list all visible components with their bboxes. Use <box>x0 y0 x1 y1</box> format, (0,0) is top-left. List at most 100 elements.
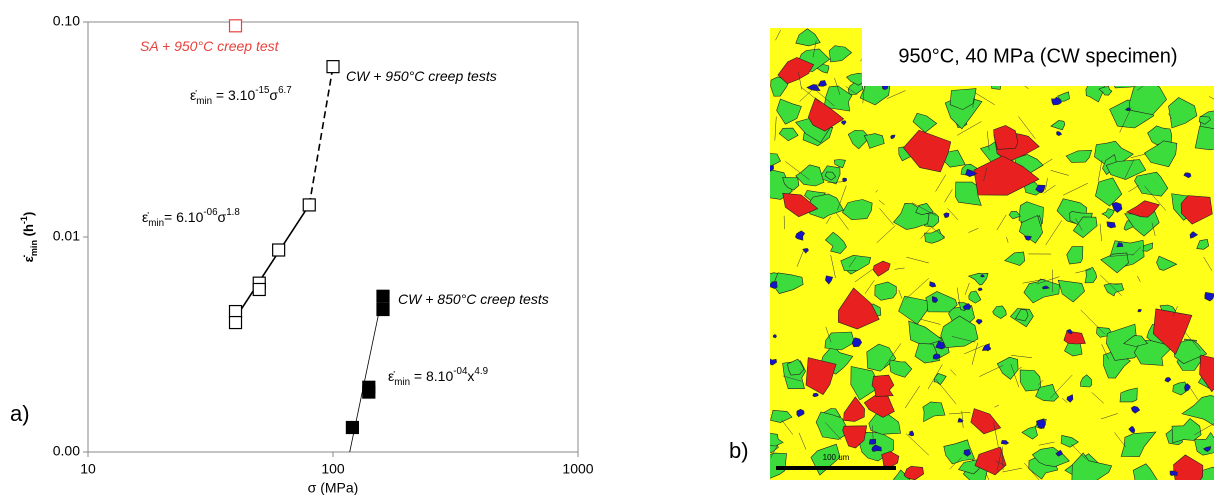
grain-boundary <box>1091 392 1104 404</box>
annotation: SA + 950°C creep test <box>140 38 280 54</box>
grain <box>828 45 853 63</box>
plot-frame <box>87 21 579 453</box>
grain <box>817 80 827 87</box>
y-axis-label: ε̇min (h-1) <box>19 212 39 263</box>
grain-boundary <box>961 411 964 428</box>
grain <box>943 439 976 465</box>
grain <box>841 120 847 126</box>
grain <box>825 275 834 285</box>
grain <box>1060 435 1079 448</box>
grain <box>1101 208 1115 220</box>
grain <box>962 303 972 310</box>
grain-boundary <box>904 385 920 409</box>
grain-boundary <box>1010 363 1020 388</box>
grain <box>1125 200 1160 218</box>
fit-line <box>234 204 310 319</box>
x-tick-label: 100 <box>321 461 345 477</box>
grain-boundary <box>1114 432 1127 448</box>
grain-boundary <box>775 29 781 41</box>
grain-boundary <box>825 326 832 343</box>
grain <box>795 164 825 187</box>
grain-boundary <box>883 343 902 368</box>
grain <box>1152 308 1193 355</box>
grain <box>1063 330 1086 345</box>
grain-boundary <box>876 225 896 243</box>
grain-boundary <box>1183 330 1201 351</box>
grain-boundary <box>1100 413 1118 420</box>
grain <box>975 318 983 325</box>
grain-boundary <box>1006 237 1009 243</box>
grain-boundary <box>926 223 946 238</box>
y-axis-label-part: ) <box>21 212 36 216</box>
grain-boundary <box>905 278 930 300</box>
grain <box>1183 172 1192 179</box>
grain <box>1124 107 1132 111</box>
grain-boundary <box>1075 218 1083 231</box>
panel-label: a) <box>10 401 30 426</box>
grain-boundary <box>898 289 903 299</box>
grain <box>843 396 865 422</box>
grain <box>1095 177 1123 207</box>
grain-boundary <box>785 161 810 181</box>
grain <box>1169 470 1178 476</box>
grain <box>929 281 937 288</box>
grain-boundary <box>878 200 885 206</box>
grain-boundary <box>798 72 802 90</box>
y-tick-label: 0.10 <box>53 13 80 29</box>
grain <box>981 343 992 352</box>
annotation-part: 1.8 <box>226 207 240 218</box>
grain-boundary <box>1189 387 1199 400</box>
grain <box>955 181 982 206</box>
grain <box>871 444 882 452</box>
grain <box>1134 171 1169 197</box>
grain-boundary <box>781 419 794 435</box>
data-point <box>272 243 286 257</box>
grain-boundary <box>872 425 874 440</box>
grain-boundary <box>798 432 807 450</box>
grain <box>833 159 846 169</box>
annotation-part: min <box>394 377 410 388</box>
grain <box>1130 405 1141 414</box>
grain-boundary <box>826 216 831 224</box>
grain-boundary <box>1203 256 1213 271</box>
grain <box>1018 215 1044 244</box>
grain <box>770 358 778 366</box>
grain <box>1051 96 1062 106</box>
grain-boundary <box>927 364 943 390</box>
grain <box>1066 246 1084 265</box>
grain <box>863 133 885 149</box>
grain <box>1119 387 1138 403</box>
grain <box>812 392 819 398</box>
grain-boundary <box>1062 398 1068 403</box>
grain-boundary <box>894 267 905 270</box>
grain <box>802 248 809 254</box>
grain <box>770 165 774 172</box>
grain-boundary <box>1011 355 1033 359</box>
annotation: ε̇min = 8.10-04x4.9 <box>388 366 488 388</box>
annotation-part: ε̇ <box>388 368 395 384</box>
grain <box>782 192 819 218</box>
annotation-part: 4.9 <box>474 366 488 377</box>
grain-boundary <box>996 446 1003 472</box>
grain-boundary <box>864 280 875 294</box>
grain-boundary <box>947 208 959 221</box>
grain <box>1004 251 1026 266</box>
grain <box>1204 291 1214 302</box>
grain-boundary <box>1038 441 1055 446</box>
grain <box>795 28 821 47</box>
grain <box>996 356 1019 380</box>
grain-boundary <box>1130 153 1147 158</box>
grain-boundary <box>1080 309 1106 335</box>
grain-boundary <box>1194 423 1214 436</box>
grain <box>974 446 1007 476</box>
grain <box>1057 279 1085 303</box>
grain-boundary <box>1075 269 1092 274</box>
grain <box>866 343 897 372</box>
grain <box>1199 354 1214 393</box>
y-axis-label-group: ε̇min (h-1) <box>19 212 39 263</box>
annotation-part: min <box>148 218 164 229</box>
grain <box>1137 308 1142 313</box>
grain <box>1103 283 1125 297</box>
grain <box>931 296 939 303</box>
grain <box>868 438 877 445</box>
